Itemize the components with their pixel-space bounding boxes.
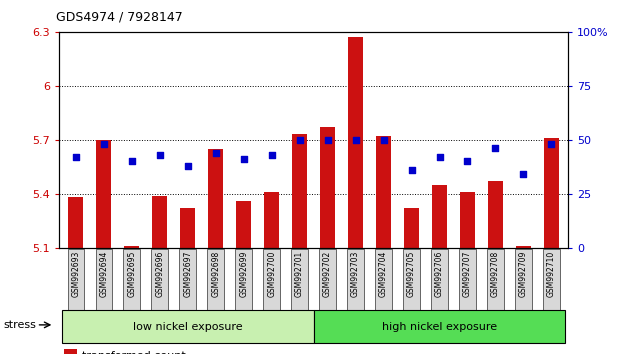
Bar — [96, 140, 111, 248]
Bar — [432, 185, 447, 248]
Bar — [62, 310, 314, 343]
Point — [519, 172, 528, 177]
Text: GSM992702: GSM992702 — [323, 251, 332, 297]
Point — [155, 152, 165, 158]
Bar — [487, 181, 503, 248]
Text: GSM992699: GSM992699 — [239, 251, 248, 297]
Text: transformed count: transformed count — [82, 351, 186, 354]
Bar — [291, 249, 308, 310]
Bar — [460, 249, 476, 310]
Text: GSM992701: GSM992701 — [295, 251, 304, 297]
Point — [435, 154, 445, 160]
Text: GSM992700: GSM992700 — [267, 251, 276, 297]
Bar — [404, 208, 419, 248]
Bar — [152, 249, 168, 310]
Bar — [179, 249, 196, 310]
Text: low nickel exposure: low nickel exposure — [133, 321, 243, 332]
Bar — [124, 246, 140, 248]
Text: GDS4974 / 7928147: GDS4974 / 7928147 — [56, 11, 183, 24]
Point — [238, 156, 248, 162]
Point — [323, 137, 333, 143]
Bar — [64, 349, 77, 354]
Point — [183, 163, 193, 169]
Bar — [235, 249, 252, 310]
Bar — [348, 37, 363, 248]
Point — [379, 137, 389, 143]
Point — [266, 152, 276, 158]
Text: GSM992694: GSM992694 — [99, 251, 108, 297]
Text: GSM992708: GSM992708 — [491, 251, 500, 297]
Bar — [375, 249, 392, 310]
Text: GSM992697: GSM992697 — [183, 251, 192, 297]
Bar — [403, 249, 420, 310]
Point — [463, 159, 473, 164]
Bar — [516, 246, 531, 248]
Text: stress: stress — [3, 320, 36, 330]
Bar — [68, 249, 84, 310]
Text: GSM992707: GSM992707 — [463, 251, 472, 297]
Bar — [124, 249, 140, 310]
Bar — [208, 149, 224, 248]
Point — [294, 137, 304, 143]
Bar — [292, 135, 307, 248]
Point — [71, 154, 81, 160]
Text: GSM992709: GSM992709 — [519, 251, 528, 297]
Bar — [515, 249, 532, 310]
Bar — [68, 198, 83, 248]
Bar — [487, 249, 504, 310]
Text: GSM992696: GSM992696 — [155, 251, 164, 297]
Bar — [264, 192, 279, 248]
Text: GSM992693: GSM992693 — [71, 251, 80, 297]
Point — [127, 159, 137, 164]
Bar — [314, 310, 565, 343]
Bar — [236, 201, 252, 248]
Bar — [347, 249, 364, 310]
Text: GSM992698: GSM992698 — [211, 251, 220, 297]
Point — [407, 167, 417, 173]
Point — [491, 145, 501, 151]
Point — [546, 141, 556, 147]
Bar — [460, 192, 475, 248]
Bar — [263, 249, 280, 310]
Text: high nickel exposure: high nickel exposure — [382, 321, 497, 332]
Bar — [543, 249, 560, 310]
Point — [99, 141, 109, 147]
Text: GSM992695: GSM992695 — [127, 251, 136, 297]
Text: GSM992710: GSM992710 — [547, 251, 556, 297]
Text: GSM992704: GSM992704 — [379, 251, 388, 297]
Bar — [320, 127, 335, 248]
Bar — [96, 249, 112, 310]
Text: GSM992703: GSM992703 — [351, 251, 360, 297]
Bar — [180, 208, 196, 248]
Text: GSM992705: GSM992705 — [407, 251, 416, 297]
Point — [351, 137, 361, 143]
Bar — [376, 136, 391, 248]
Bar — [152, 196, 168, 248]
Bar — [319, 249, 336, 310]
Bar — [207, 249, 224, 310]
Point — [211, 150, 220, 156]
Text: GSM992706: GSM992706 — [435, 251, 444, 297]
Bar — [431, 249, 448, 310]
Bar — [544, 138, 559, 248]
